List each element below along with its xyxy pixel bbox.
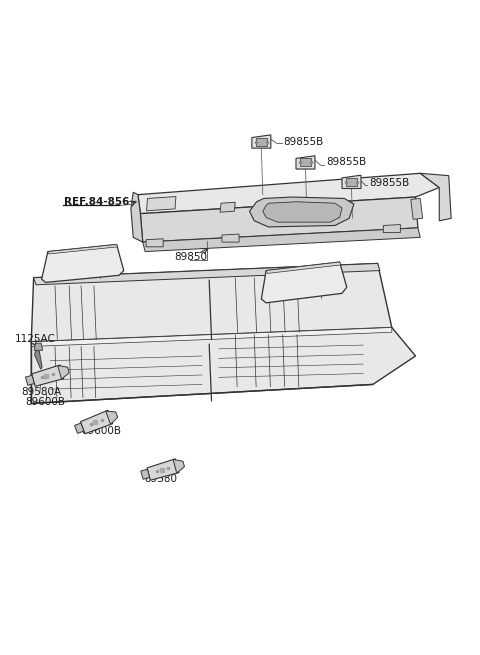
- Polygon shape: [58, 365, 69, 379]
- Polygon shape: [261, 262, 347, 303]
- Text: 89580: 89580: [144, 474, 177, 484]
- Polygon shape: [296, 156, 315, 169]
- Text: 89600B: 89600B: [81, 426, 121, 436]
- Polygon shape: [146, 196, 176, 211]
- Polygon shape: [141, 469, 150, 479]
- Polygon shape: [220, 202, 235, 212]
- Polygon shape: [146, 239, 163, 247]
- Polygon shape: [138, 174, 439, 214]
- Polygon shape: [106, 411, 118, 424]
- Polygon shape: [34, 263, 380, 285]
- Text: 89855B: 89855B: [370, 178, 410, 188]
- Polygon shape: [35, 350, 42, 369]
- Text: 1125AC: 1125AC: [14, 334, 56, 345]
- Polygon shape: [384, 225, 400, 233]
- Polygon shape: [74, 423, 84, 434]
- Polygon shape: [34, 343, 43, 350]
- Polygon shape: [346, 178, 357, 186]
- Polygon shape: [25, 375, 35, 385]
- Text: 89855B: 89855B: [284, 136, 324, 147]
- Polygon shape: [131, 193, 143, 242]
- Polygon shape: [42, 244, 124, 282]
- Polygon shape: [81, 410, 113, 434]
- Polygon shape: [31, 328, 416, 403]
- Polygon shape: [411, 198, 423, 219]
- Polygon shape: [32, 365, 64, 386]
- Text: 89855B: 89855B: [326, 157, 367, 168]
- Text: REF.84-856: REF.84-856: [63, 196, 129, 207]
- Polygon shape: [256, 138, 267, 145]
- Polygon shape: [300, 159, 311, 166]
- Polygon shape: [173, 459, 184, 473]
- Polygon shape: [252, 135, 271, 148]
- Polygon shape: [263, 202, 342, 222]
- Text: 89600B: 89600B: [25, 397, 66, 407]
- Text: 89580A: 89580A: [21, 386, 61, 396]
- Polygon shape: [31, 263, 392, 342]
- Polygon shape: [266, 262, 341, 273]
- Polygon shape: [222, 234, 239, 242]
- Polygon shape: [31, 328, 392, 346]
- Polygon shape: [140, 197, 418, 242]
- Polygon shape: [147, 459, 179, 480]
- Polygon shape: [420, 174, 451, 221]
- Polygon shape: [342, 175, 361, 189]
- Polygon shape: [250, 197, 354, 227]
- Polygon shape: [48, 244, 118, 254]
- Polygon shape: [143, 228, 420, 252]
- Text: 89850: 89850: [175, 252, 207, 262]
